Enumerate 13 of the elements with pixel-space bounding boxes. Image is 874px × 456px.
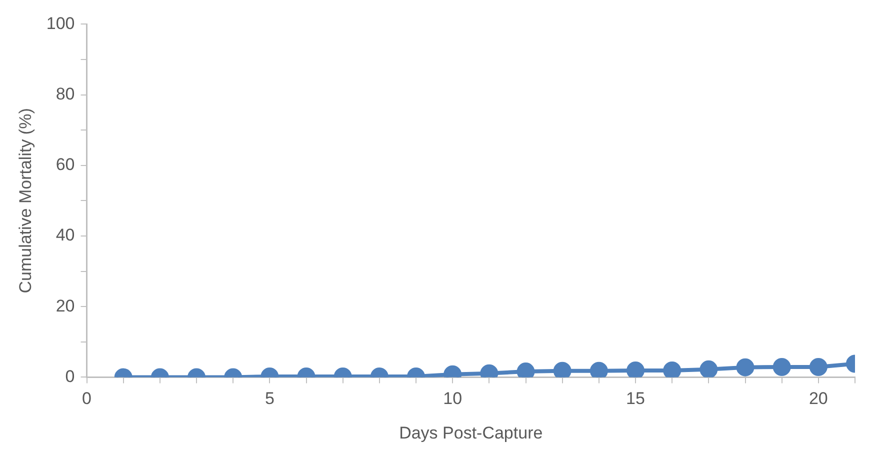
y-tick-label: 40 <box>56 226 75 245</box>
x-tick-label: 0 <box>82 389 92 408</box>
y-tick-label: 60 <box>56 155 75 174</box>
x-tick-label: 10 <box>443 389 462 408</box>
y-tick-label: 80 <box>56 84 75 104</box>
y-tick-label: 0 <box>65 366 75 386</box>
y-tick-label: 100 <box>46 14 75 33</box>
x-tick-label: 20 <box>808 389 828 408</box>
x-tick-label: 5 <box>264 389 274 408</box>
y-tick-label: 20 <box>56 296 75 316</box>
x-axis-title: Days Post-Capture <box>399 423 543 442</box>
x-tick-label: 15 <box>626 389 645 408</box>
y-axis-title: Cumulative Mortality (%) <box>16 108 35 294</box>
